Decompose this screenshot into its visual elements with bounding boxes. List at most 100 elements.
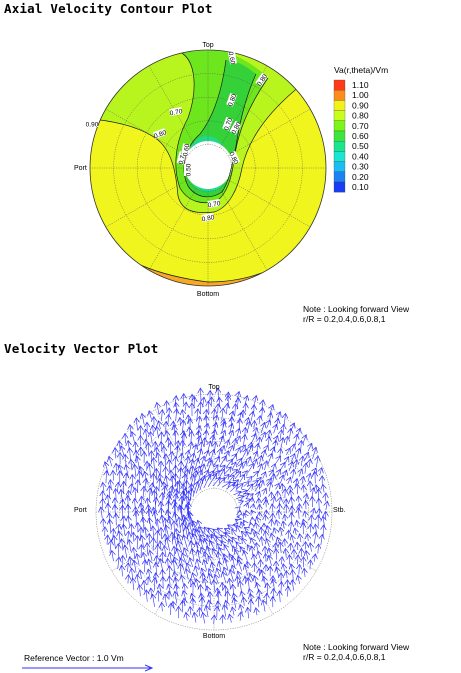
velocity-vector [288,477,291,485]
velocity-vector [258,551,260,559]
velocity-vector [312,447,316,460]
velocity-vector [255,531,259,540]
velocity-vector [257,477,261,482]
velocity-vector [286,436,287,445]
velocity-vector [169,516,171,530]
velocity-vector [266,539,269,548]
velocity-vector [106,471,107,484]
contour-value-label: 0.90 [86,121,99,128]
velocity-vector [277,567,279,578]
velocity-vector [174,521,175,536]
velocity-vector [299,564,300,575]
velocity-vector [244,527,248,530]
velocity-vector [110,480,111,489]
grid-ring [190,488,238,536]
velocity-vector [145,471,148,485]
velocity-vector [201,464,204,476]
contour-label-bottom: Bottom [197,291,219,298]
velocity-vector [232,480,239,486]
velocity-vector [188,502,189,519]
velocity-vector [224,529,231,533]
velocity-vector [149,488,150,502]
velocity-vector [261,527,262,534]
velocity-vector [316,485,317,492]
legend-swatch [333,130,346,142]
velocity-vector [251,510,253,514]
contour-label-bg [255,72,268,87]
velocity-vector [103,482,104,492]
velocity-vector [262,570,264,582]
vector-note-view: Note : Looking forward View [303,642,410,652]
velocity-vector [295,460,296,470]
velocity-vector [175,430,176,444]
velocity-vector [197,436,201,449]
velocity-vector [206,460,212,474]
velocity-vector [207,586,209,598]
velocity-vector [128,575,129,584]
velocity-vector [241,591,243,600]
grid-ring [160,120,256,216]
velocity-vector [251,538,255,546]
velocity-vector [230,570,234,582]
velocity-vector [127,496,128,510]
velocity-vector [261,537,262,546]
velocity-vector [313,468,317,476]
contour-label-bg [86,120,98,127]
velocity-vector [257,491,259,498]
velocity-vector [238,571,241,580]
velocity-vector [222,408,224,421]
velocity-vector [184,433,185,447]
velocity-vector [314,554,315,562]
contour-label-bg [222,116,233,131]
velocity-vector [228,445,233,455]
velocity-vector [261,480,263,489]
velocity-vector [323,516,325,528]
velocity-vector [141,503,142,515]
velocity-vector [158,453,160,465]
legend-level-label: 0.70 [352,121,369,131]
velocity-vector [292,580,294,591]
contour-value-label: 0.70 [169,108,183,117]
velocity-vector [140,527,141,540]
velocity-vector [253,471,258,478]
velocity-vector [256,543,258,552]
velocity-vector [272,504,273,513]
velocity-vector [277,469,281,477]
velocity-vector [154,458,155,471]
velocity-vector [235,519,238,521]
velocity-vector [185,402,186,411]
velocity-vector [196,466,200,478]
velocity-vector [157,519,158,533]
velocity-vector [185,584,186,593]
velocity-vector [259,455,261,465]
velocity-vector [273,474,275,483]
velocity-vector [254,554,255,564]
velocity-vector [302,476,304,485]
velocity-vector [284,514,285,522]
legend-level-label: 0.90 [352,100,369,110]
velocity-vector [128,441,129,450]
velocity-vector [242,538,246,545]
velocity-vector [181,575,183,585]
velocity-vector [186,469,187,485]
velocity-vector [203,613,205,624]
velocity-vector [289,428,290,439]
velocity-vector [237,525,240,532]
velocity-vector [175,457,176,468]
velocity-vector [198,520,205,536]
velocity-vector [226,403,227,415]
velocity-vector [224,605,225,617]
legend-swatch [333,151,346,162]
velocity-vector [241,522,243,528]
velocity-vector [180,468,182,482]
velocity-vector [304,568,305,577]
velocity-vector [270,405,273,416]
velocity-vector [258,464,261,474]
velocity-vector [135,464,136,478]
velocity-vector [125,454,126,468]
contour-label-bg [169,107,183,116]
velocity-vector [176,489,177,505]
contour-value-label: 0.80 [227,93,238,108]
vector-label-port: Port [74,507,87,514]
velocity-vector [233,492,241,495]
